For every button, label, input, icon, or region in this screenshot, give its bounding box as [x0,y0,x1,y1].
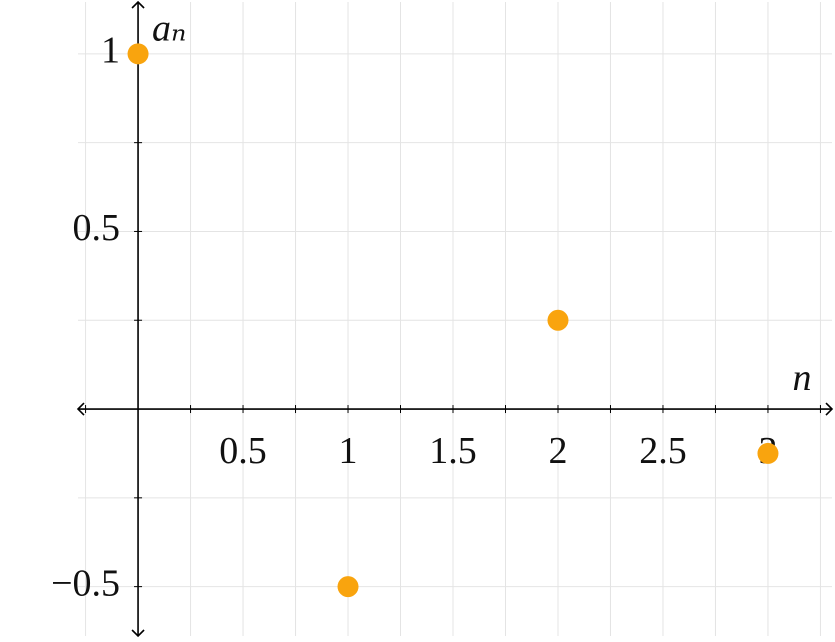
axes [76,0,834,638]
arrow [76,402,85,416]
point [127,43,149,65]
y-tick-label: 0.5 [73,207,121,249]
y-tick-label: −0.5 [51,562,120,604]
x-axis-label: n [793,357,812,399]
point [757,442,779,464]
arrow [131,629,145,638]
y-axis-label: aₙ [152,8,186,50]
x-tick-label: 0.5 [219,430,267,472]
grid [78,2,832,636]
x-tick-label: 2 [548,430,567,472]
point [337,576,359,598]
arrow [825,402,834,416]
y-tick-label: 1 [101,30,120,72]
arrow [131,0,145,9]
x-tick-label: 2.5 [639,430,687,472]
x-tick-label: 1.5 [429,430,477,472]
x-tick-label: 1 [339,430,358,472]
point [547,309,569,331]
